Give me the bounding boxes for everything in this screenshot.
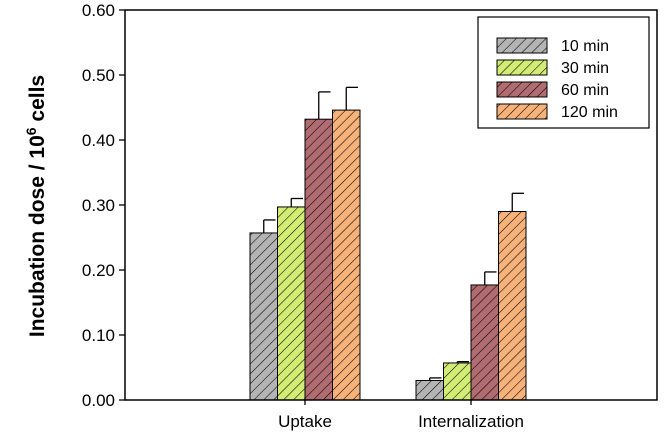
y-tick-label: 0.50 xyxy=(82,66,115,85)
error-bars-group xyxy=(263,86,524,381)
legend-label: 120 min xyxy=(561,104,618,121)
y-tick-label: 0.40 xyxy=(82,131,115,150)
x-category-label: Uptake xyxy=(278,412,332,431)
error-bar xyxy=(484,271,497,285)
category-labels: Uptake Internalization xyxy=(278,400,524,431)
bars-group xyxy=(249,109,527,401)
error-bar xyxy=(318,91,331,120)
bar-30-min-internalization xyxy=(443,362,472,401)
y-tick-label: 0.20 xyxy=(82,261,115,280)
y-tick-label: 0.00 xyxy=(82,391,115,410)
x-category-label: Internalization xyxy=(418,412,524,431)
legend-label: 10 min xyxy=(561,38,609,55)
y-axis-label-base: Incubation dose / 10 xyxy=(26,135,49,337)
legend-swatch xyxy=(496,37,548,54)
error-bar xyxy=(511,192,524,212)
error-bar xyxy=(456,360,469,363)
y-axis: 0.00 0.10 0.20 0.30 0.40 0.50 0.60 xyxy=(82,1,125,410)
bar-30-min-uptake xyxy=(277,206,306,401)
error-bar xyxy=(429,377,442,381)
bar-60-min-uptake xyxy=(304,118,333,401)
bar-10-min-internalization xyxy=(415,380,444,401)
bar-120-min-internalization xyxy=(498,211,527,401)
legend-label: 30 min xyxy=(561,60,609,77)
error-bar xyxy=(345,86,358,111)
legend-swatch xyxy=(496,103,548,120)
bar-120-min-uptake xyxy=(332,109,361,401)
legend-label: 60 min xyxy=(561,82,609,99)
bar-60-min-internalization xyxy=(470,284,499,401)
plot-frame xyxy=(124,9,658,401)
error-bar xyxy=(263,219,276,233)
y-tick-label: 0.10 xyxy=(82,326,115,345)
y-tick-label: 0.30 xyxy=(82,196,115,215)
y-tick-label: 0.60 xyxy=(82,1,115,20)
legend-swatch xyxy=(496,59,548,76)
y-axis-label-exponent: 6 xyxy=(23,127,39,135)
bar-10-min-uptake xyxy=(249,232,278,401)
legend-swatch xyxy=(496,81,548,98)
error-bar xyxy=(290,197,303,207)
y-axis-label: Incubation dose / 106 cells xyxy=(23,75,49,337)
legend: 10 min 30 min 60 min 120 min xyxy=(477,16,650,129)
y-axis-label-suffix: cells xyxy=(26,75,49,128)
